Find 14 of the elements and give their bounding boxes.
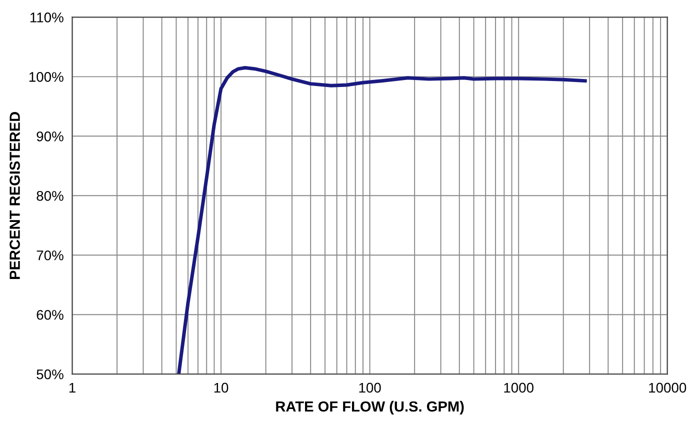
x-tick-label: 1000	[504, 382, 534, 393]
y-axis-title: PERCENT REGISTERED	[10, 112, 20, 279]
x-tick-label: 10000	[649, 382, 686, 393]
y-tick-label: 90%	[36, 132, 64, 142]
x-tick-label: 10	[214, 382, 228, 393]
y-tick-label: 70%	[36, 250, 64, 260]
x-tick-label: 1	[69, 382, 76, 392]
y-tick-label: 110%	[30, 12, 64, 22]
x-tick-label: 100	[359, 382, 381, 393]
y-tick-label: 80%	[36, 190, 64, 201]
y-tick-label: 100%	[29, 72, 64, 82]
x-axis-title: RATE OF FLOW (U.S. GPM)	[276, 400, 464, 415]
y-tick-label: 50%	[36, 369, 64, 380]
y-tick-label: 60%	[36, 310, 64, 320]
